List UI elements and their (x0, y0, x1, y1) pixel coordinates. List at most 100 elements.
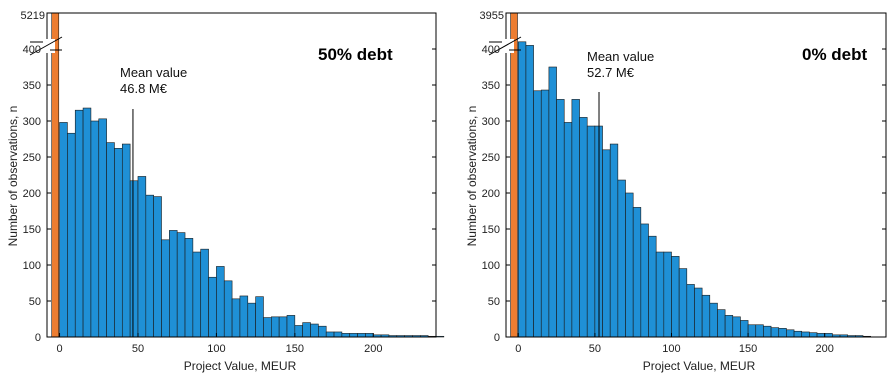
right-special-bar (510, 12, 518, 338)
left-histogram-bar (67, 132, 76, 338)
right-y-tick-label: 300 (482, 116, 500, 128)
right-axis-break-mark (488, 36, 522, 56)
left-histogram-bar (184, 238, 194, 338)
right-histogram-bar (632, 207, 642, 338)
left-axis-break-mark (29, 36, 63, 56)
right-histogram-bar (625, 192, 634, 338)
right-histogram-bar (770, 327, 780, 338)
right-histogram-bar (602, 149, 611, 338)
left-y-tick-label: 100 (23, 260, 41, 272)
right-x-tick-label: 150 (739, 343, 757, 355)
right-axes-frame (505, 12, 887, 338)
right-x-ticks: 0 50 100 150 200 (515, 333, 834, 355)
right-histogram-bar (747, 324, 757, 338)
left-mean-label-line2: 46.8 M€ (120, 81, 168, 96)
right-histogram-bar (517, 41, 527, 338)
left-histogram-bar (176, 232, 186, 338)
right-histogram-bar (717, 309, 726, 338)
left-histogram-panel: Number of observations, n Project Value,… (6, 10, 445, 373)
right-histogram-bar (793, 330, 803, 338)
right-histogram-bar (678, 268, 688, 338)
left-histogram-bar (271, 316, 280, 338)
right-y-ticks: 0 50 100 150 200 250 300 350 400 (482, 44, 886, 344)
left-y-axis-label: Number of observations, n (6, 106, 20, 247)
right-y-tick-label: 400 (482, 44, 500, 56)
right-histogram-bar (563, 122, 573, 338)
right-histogram-panel: Number of observations, n Project Value,… (465, 10, 887, 373)
right-histogram-bar (579, 117, 588, 338)
left-x-tick-label: 200 (364, 343, 382, 355)
left-histogram-bar (121, 143, 131, 338)
right-break-value-label: 3955 (480, 10, 504, 22)
left-histogram-bar (223, 280, 233, 338)
left-special-bar (51, 12, 60, 338)
left-histogram-bar (161, 239, 170, 338)
left-y-tick-label: 0 (35, 332, 41, 344)
left-x-ticks: 0 50 100 150 200 (56, 333, 382, 355)
left-histogram-bar (98, 118, 107, 338)
left-histogram-bar (90, 120, 100, 338)
left-histogram-bar (294, 325, 303, 338)
left-histogram-bar (286, 315, 296, 338)
left-y-tick-label: 200 (23, 188, 41, 200)
right-histogram-bar (778, 328, 787, 338)
left-bars (51, 12, 445, 338)
right-y-tick-label: 50 (488, 296, 500, 308)
left-histogram-bar (302, 322, 311, 338)
left-y-tick-label: 350 (23, 80, 41, 92)
left-histogram-bar (82, 107, 92, 338)
right-histogram-bar (655, 251, 665, 338)
left-histogram-bar (192, 251, 202, 338)
left-histogram-bar (231, 298, 241, 338)
left-histogram-bar (278, 316, 288, 338)
left-mean-label-line1: Mean value (120, 65, 187, 80)
left-histogram-bar (74, 109, 84, 338)
right-histogram-bar (801, 331, 810, 338)
right-y-tick-label: 250 (482, 152, 500, 164)
left-histogram-bar (247, 302, 256, 338)
left-histogram-bar (239, 295, 249, 338)
left-axes-frame (46, 12, 437, 338)
left-histogram-bar (349, 333, 358, 338)
right-histogram-bar (701, 294, 711, 338)
right-histogram-bar (786, 329, 795, 338)
right-histogram-bar (763, 325, 772, 338)
right-histogram-bar (755, 324, 764, 338)
left-histogram-bar (318, 325, 327, 338)
right-histogram-bar (732, 316, 741, 338)
left-histogram-bar (357, 333, 366, 338)
right-y-tick-label: 200 (482, 188, 500, 200)
right-mean-label-line1: Mean value (587, 49, 654, 64)
left-x-tick-label: 100 (207, 343, 225, 355)
right-histogram-bar (809, 332, 818, 338)
left-histogram-bar (435, 335, 445, 338)
left-histogram-bar (129, 180, 139, 338)
left-y-tick-label: 300 (23, 116, 41, 128)
left-histogram-bar (208, 276, 217, 338)
left-x-tick-label: 0 (56, 343, 62, 355)
right-x-tick-label: 200 (816, 343, 834, 355)
left-histogram-bar (333, 331, 343, 338)
left-y-tick-label: 50 (29, 296, 41, 308)
right-histogram-bar (617, 179, 626, 338)
right-y-tick-label: 100 (482, 260, 500, 272)
right-histogram-bar (740, 320, 749, 338)
right-histogram-bar (724, 315, 734, 338)
left-histogram-bar (145, 194, 154, 338)
right-y-tick-label: 150 (482, 224, 500, 236)
right-histogram-bar (548, 66, 557, 338)
right-y-axis-label: Number of observations, n (465, 106, 479, 247)
right-mean-label-line2: 52.7 M€ (587, 65, 635, 80)
left-histogram-bar (341, 333, 351, 338)
left-histogram-bar (310, 323, 319, 338)
left-histogram-bar (216, 266, 225, 338)
right-x-tick-label: 0 (515, 343, 521, 355)
left-histogram-bar (200, 248, 209, 338)
right-histogram-bar (571, 99, 580, 338)
right-histogram-bar (540, 89, 550, 338)
left-histogram-bar (365, 333, 374, 338)
right-histogram-bar (648, 235, 657, 338)
right-histogram-bar (686, 284, 695, 338)
left-x-axis-label: Project Value, MEUR (184, 359, 297, 373)
